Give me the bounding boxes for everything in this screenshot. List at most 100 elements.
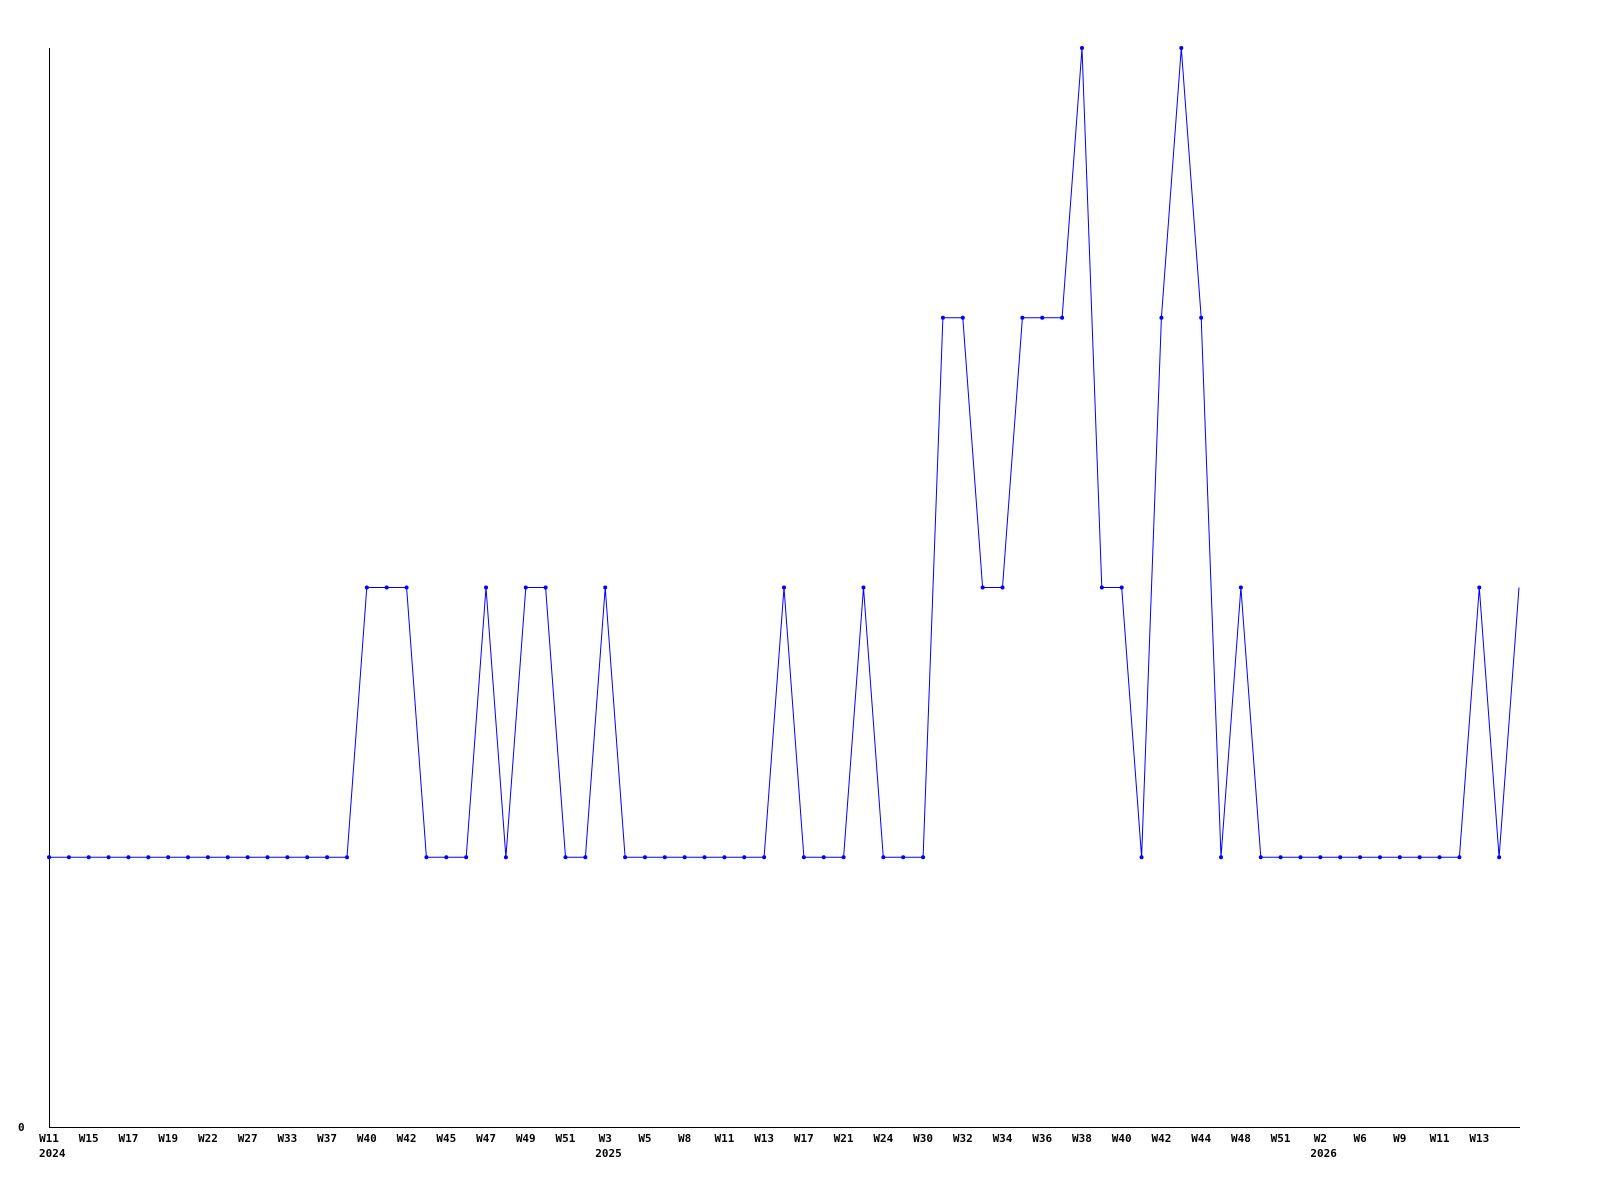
data-point: [523, 585, 528, 590]
x-tick-label: W40: [1112, 1132, 1132, 1145]
data-point: [1397, 855, 1402, 860]
x-tick-label: W5: [638, 1132, 651, 1145]
x-tick-label: W2: [1314, 1132, 1327, 1145]
data-point: [1318, 855, 1323, 860]
x-tick-label: W51: [1271, 1132, 1291, 1145]
data-point: [47, 855, 51, 860]
data-point: [901, 855, 906, 860]
data-point: [742, 855, 747, 860]
data-point: [1079, 46, 1084, 50]
data-point: [1219, 855, 1224, 860]
x-tick-label: W9: [1393, 1132, 1406, 1145]
x-tick-label: W36: [1032, 1132, 1052, 1145]
data-point: [980, 585, 985, 590]
data-point: [1238, 585, 1243, 590]
x-tick-label: W42: [1151, 1132, 1171, 1145]
data-point: [861, 585, 866, 590]
data-point: [821, 855, 826, 860]
x-tick-label: W17: [119, 1132, 139, 1145]
data-point: [285, 855, 290, 860]
data-point: [344, 855, 349, 860]
data-point: [86, 855, 91, 860]
data-point: [662, 855, 667, 860]
data-point: [384, 585, 389, 590]
data-point: [484, 585, 489, 590]
data-point: [801, 855, 806, 860]
data-point: [1278, 855, 1283, 860]
data-point: [166, 855, 171, 860]
data-point: [464, 855, 469, 860]
x-tick-label: W6: [1353, 1132, 1367, 1145]
x-tick-label: W17: [794, 1132, 814, 1145]
x-tick-label: W3: [599, 1132, 612, 1145]
data-point: [66, 855, 71, 860]
data-point: [1417, 855, 1422, 860]
y-tick-label-0: 0: [18, 1121, 25, 1134]
data-point: [881, 855, 886, 860]
data-point: [106, 855, 111, 860]
data-point: [1060, 315, 1065, 320]
data-point: [325, 855, 330, 860]
data-point: [305, 855, 310, 860]
data-point: [921, 855, 926, 860]
data-point: [503, 855, 508, 860]
data-point: [225, 855, 230, 860]
year-label: 2024: [39, 1147, 66, 1160]
data-point: [1199, 315, 1204, 320]
data-point: [1437, 855, 1442, 860]
data-point: [543, 585, 548, 590]
year-label: 2025: [595, 1147, 622, 1160]
data-point: [404, 585, 409, 590]
data-point: [702, 855, 707, 860]
data-point: [1040, 315, 1045, 320]
x-tick-label: W30: [913, 1132, 933, 1145]
data-point: [1298, 855, 1303, 860]
data-point: [126, 855, 131, 860]
data-point: [623, 855, 628, 860]
data-point: [722, 855, 727, 860]
data-point: [960, 315, 965, 320]
data-point: [1477, 585, 1482, 590]
x-tick-label: W15: [79, 1132, 99, 1145]
data-point: [265, 855, 270, 860]
x-tick-label: W45: [436, 1132, 456, 1145]
x-tick-label: W33: [277, 1132, 297, 1145]
x-tick-label: W49: [516, 1132, 536, 1145]
data-point: [146, 855, 151, 860]
x-tick-label: W11: [39, 1132, 59, 1145]
data-point: [1020, 315, 1025, 320]
x-tick-label: W37: [317, 1132, 337, 1145]
x-tick-label: W24: [873, 1132, 893, 1145]
data-point: [642, 855, 647, 860]
x-tick-label: W19: [158, 1132, 178, 1145]
data-point: [1497, 855, 1502, 860]
x-tick-label: W48: [1231, 1132, 1251, 1145]
data-point: [1258, 855, 1263, 860]
data-point: [583, 855, 588, 860]
data-point: [1119, 585, 1124, 590]
x-tick-label: W32: [953, 1132, 973, 1145]
x-tick-label: W40: [357, 1132, 377, 1145]
data-point: [364, 585, 369, 590]
data-point: [1159, 315, 1164, 320]
x-tick-label: W47: [476, 1132, 496, 1145]
x-tick-label: W51: [556, 1132, 576, 1145]
x-tick-label: W38: [1072, 1132, 1092, 1145]
x-tick-label: W13: [754, 1132, 774, 1145]
x-tick-label: W8: [678, 1132, 691, 1145]
x-tick-label: W44: [1191, 1132, 1211, 1145]
data-point: [682, 855, 687, 860]
x-tick-label: W22: [198, 1132, 218, 1145]
data-point: [1358, 855, 1363, 860]
data-point: [205, 855, 210, 860]
data-point: [186, 855, 191, 860]
data-point: [1179, 46, 1184, 50]
data-point: [1099, 585, 1104, 590]
x-tick-label: W11: [1430, 1132, 1450, 1145]
x-tick-label: W34: [993, 1132, 1013, 1145]
x-tick-label: W42: [397, 1132, 417, 1145]
data-point: [245, 855, 250, 860]
data-point: [1377, 855, 1382, 860]
data-point: [603, 585, 608, 590]
